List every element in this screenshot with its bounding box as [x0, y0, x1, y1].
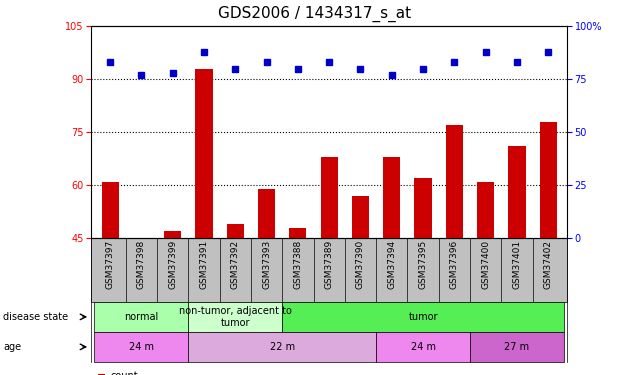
Text: 24 m: 24 m — [411, 342, 435, 352]
Bar — [195, 69, 212, 375]
Bar — [540, 122, 557, 375]
Text: non-tumor, adjacent to
tumor: non-tumor, adjacent to tumor — [179, 306, 292, 328]
Text: 22 m: 22 m — [270, 342, 295, 352]
Text: age: age — [3, 342, 21, 352]
Bar — [321, 157, 338, 375]
Bar — [477, 182, 495, 375]
Bar — [133, 238, 150, 375]
Bar — [352, 196, 369, 375]
Text: disease state: disease state — [3, 312, 68, 322]
Text: 27 m: 27 m — [505, 342, 529, 352]
Text: count: count — [110, 371, 138, 375]
Bar — [289, 228, 306, 375]
Bar — [101, 182, 118, 375]
Bar — [508, 146, 525, 375]
Bar — [415, 178, 432, 375]
Bar — [383, 157, 401, 375]
Text: normal: normal — [124, 312, 159, 322]
Bar — [258, 189, 275, 375]
Bar — [446, 125, 463, 375]
Bar — [227, 224, 244, 375]
Text: 24 m: 24 m — [129, 342, 154, 352]
Text: tumor: tumor — [408, 312, 438, 322]
Bar — [164, 231, 181, 375]
Text: GDS2006 / 1434317_s_at: GDS2006 / 1434317_s_at — [219, 6, 411, 22]
